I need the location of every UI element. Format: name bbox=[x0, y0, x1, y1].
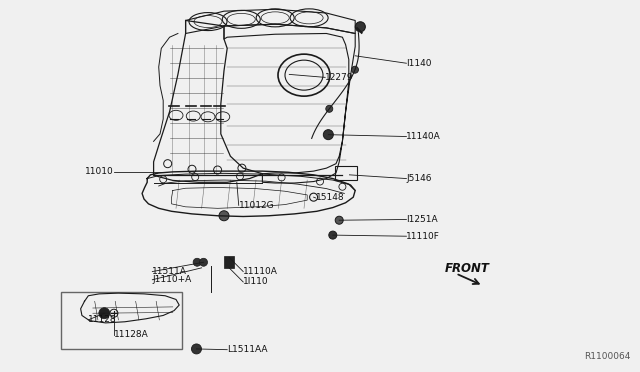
Text: J1110+A: J1110+A bbox=[152, 275, 191, 284]
Circle shape bbox=[200, 258, 207, 266]
Circle shape bbox=[99, 308, 110, 319]
Bar bbox=[224, 256, 234, 268]
Circle shape bbox=[219, 211, 229, 221]
Text: R1100064: R1100064 bbox=[584, 352, 630, 361]
Text: 11140A: 11140A bbox=[406, 132, 441, 141]
Text: 11012G: 11012G bbox=[239, 201, 275, 210]
Circle shape bbox=[193, 258, 201, 266]
Text: 11128: 11128 bbox=[88, 315, 117, 324]
Circle shape bbox=[335, 216, 343, 224]
Circle shape bbox=[355, 22, 365, 32]
Circle shape bbox=[326, 105, 333, 112]
Circle shape bbox=[351, 66, 358, 73]
Circle shape bbox=[191, 344, 202, 354]
Circle shape bbox=[323, 130, 333, 140]
Text: 11128A: 11128A bbox=[114, 330, 148, 339]
Text: l1140: l1140 bbox=[406, 59, 432, 68]
Text: 11511A: 11511A bbox=[152, 267, 187, 276]
Text: 11110F: 11110F bbox=[406, 232, 440, 241]
Text: L1511AA: L1511AA bbox=[227, 345, 268, 354]
Text: 11010: 11010 bbox=[85, 167, 114, 176]
Circle shape bbox=[329, 231, 337, 239]
Bar bbox=[61, 292, 182, 349]
Text: FRONT: FRONT bbox=[445, 262, 490, 275]
Text: l1251A: l1251A bbox=[406, 215, 438, 224]
Text: 12279: 12279 bbox=[325, 73, 354, 82]
Text: 11110A: 11110A bbox=[243, 267, 278, 276]
Text: J5146: J5146 bbox=[406, 174, 432, 183]
Text: 15148: 15148 bbox=[316, 193, 344, 202]
Text: 1l110: 1l110 bbox=[243, 278, 269, 286]
